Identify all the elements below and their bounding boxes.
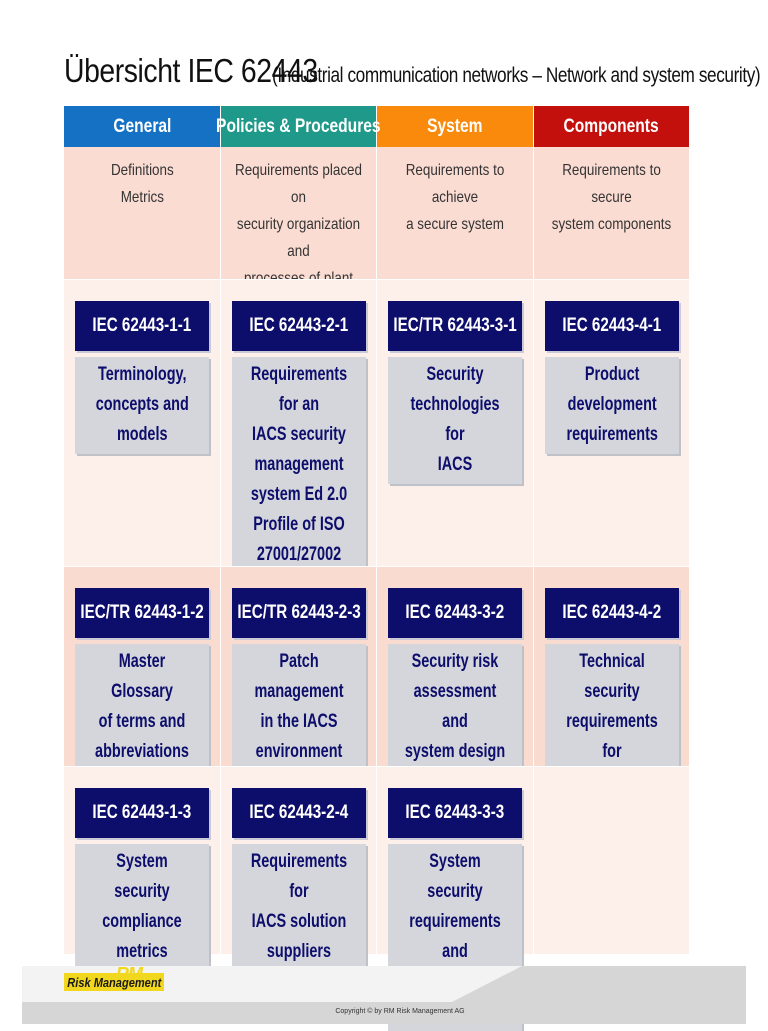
column-description-policies: Requirements placed on security organiza…: [221, 147, 377, 341]
standard-cell: IEC 62443-3-2 Security risk assessment a…: [377, 566, 534, 771]
standard-id: IEC 62443-2-1: [232, 301, 366, 351]
standard-id: IEC 62443-1-1: [75, 301, 209, 351]
standard-cell: IEC 62443-2-4 Requirements for IACS solu…: [221, 766, 377, 971]
standard-cell: IEC 62443-4-1 Product development requir…: [534, 279, 690, 566]
standard-id: IEC/TR 62443-3-1: [388, 301, 522, 351]
standard-description: Requirements for IACS solution suppliers: [232, 844, 366, 971]
title-subtitle: (Industrial communication networks – Net…: [272, 64, 761, 87]
standard-description: Security risk assessment and system desi…: [388, 644, 522, 771]
standard-id: IEC 62443-4-2: [545, 588, 679, 638]
standard-cell: IEC 62443-1-1 Terminology, concepts and …: [64, 279, 221, 566]
column-header-components: Components: [534, 106, 690, 147]
standard-description: Master Glossary of terms and abbreviatio…: [75, 644, 209, 771]
column-header-general: General: [64, 106, 221, 147]
standard-description: Requirements for an IACS security manage…: [232, 357, 366, 574]
logo-text: Risk Management: [64, 973, 164, 991]
standard-id: IEC 62443-1-3: [75, 788, 209, 838]
standard-cell: IEC/TR 62443-1-2 Master Glossary of term…: [64, 566, 221, 771]
standard-id: IEC/TR 62443-1-2: [75, 588, 209, 638]
standard-description: System security compliance metrics: [75, 844, 209, 971]
standard-cell: IEC 62443-2-1 Requirements for an IACS s…: [221, 279, 377, 574]
standard-id: IEC 62443-3-3: [388, 788, 522, 838]
standard-cell: IEC/TR 62443-3-1 Security technologies f…: [377, 279, 534, 566]
standard-description: Patch management in the IACS environment: [232, 644, 366, 771]
standard-cell: IEC 62443-3-3 System security requiremen…: [377, 766, 534, 1031]
standard-cell: IEC/TR 62443-2-3 Patch management in the…: [221, 566, 377, 771]
standard-cell: IEC 62443-1-3 System security compliance…: [64, 766, 221, 971]
column-description-general: Definitions Metrics: [64, 147, 221, 279]
standard-id: IEC/TR 62443-2-3: [232, 588, 366, 638]
column-header-policies: Policies & Procedures: [216, 106, 381, 147]
standard-description: Terminology, concepts and models: [75, 357, 209, 454]
column-header-system: System: [377, 106, 534, 147]
title-main: Übersicht IEC 62443: [64, 52, 318, 89]
standard-id: IEC 62443-4-1: [545, 301, 679, 351]
standard-cell: IEC 62443-4-2 Technical security require…: [534, 566, 690, 801]
empty-cell: [534, 766, 690, 954]
column-description-components: Requirements to secure system components: [534, 147, 690, 279]
page-title: Übersicht IEC 62443 (Industrial communic…: [64, 52, 761, 90]
standard-description: Product development requirements: [545, 357, 679, 454]
standard-description: Security technologies for IACS: [388, 357, 522, 484]
standard-id: IEC 62443-3-2: [388, 588, 522, 638]
copyright-text: Copyright © by RM Risk Management AG: [335, 1008, 465, 1015]
standards-table: General Policies & Procedures System Com…: [64, 106, 690, 1031]
column-description-system: Requirements to achieve a secure system: [377, 147, 534, 279]
standard-id: IEC 62443-2-4: [232, 788, 366, 838]
company-logo: RM Risk Management: [64, 964, 168, 994]
